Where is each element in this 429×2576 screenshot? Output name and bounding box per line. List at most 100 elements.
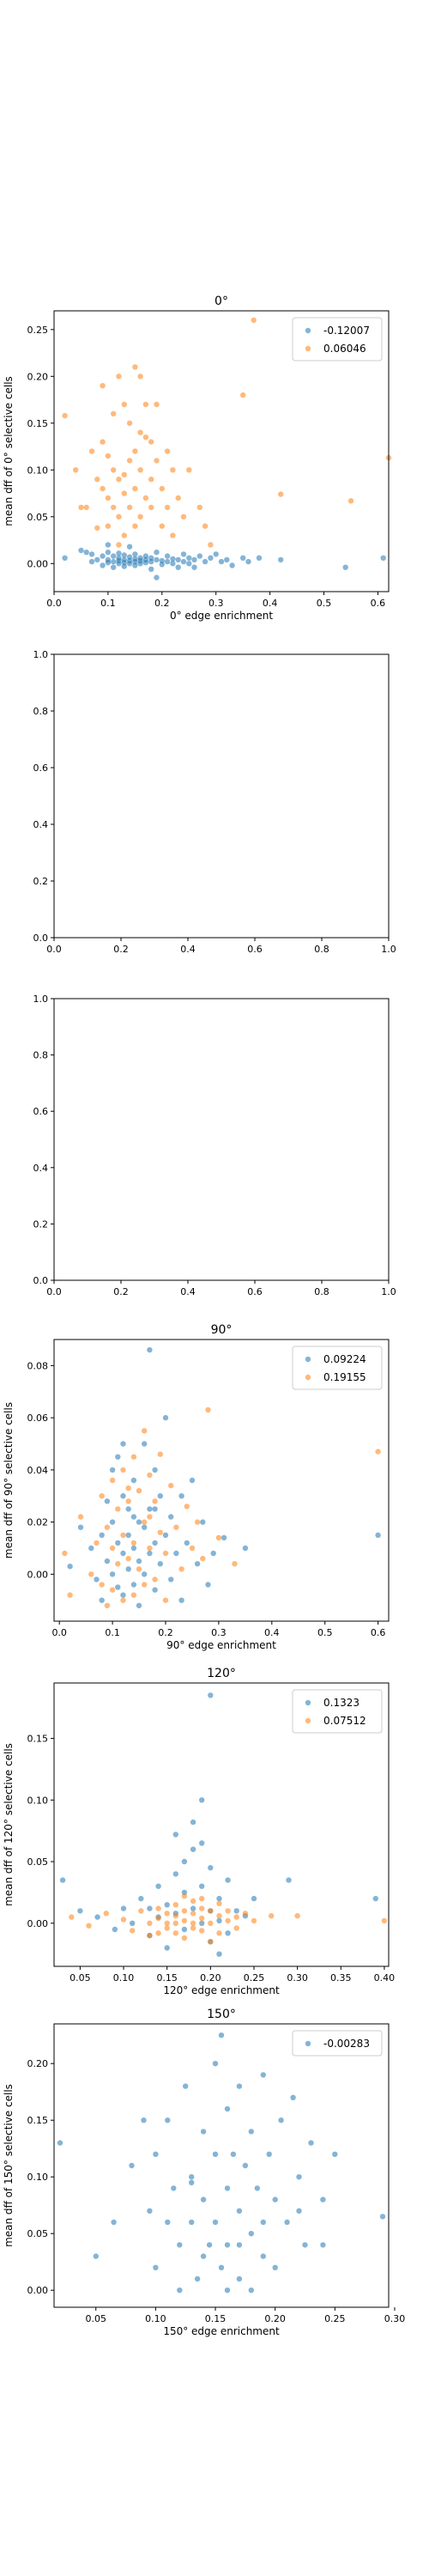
data-point [183,2083,189,2089]
data-point [216,1930,222,1936]
data-point [105,550,112,556]
data-point [296,2208,302,2214]
data-point [200,2253,207,2259]
data-point [224,2185,231,2191]
data-point [199,1797,205,1803]
y-tick-label: 0.4 [33,819,49,830]
data-point [147,1472,153,1479]
data-point [152,1467,158,1473]
chart-panel-3: 0.0 0.1 0.2 0.3 0.4 0.5 0.6 0.00 0.02 0.04 0.06 0.0… [3,1323,390,1651]
data-point [308,2140,314,2146]
x-tick-label: 0.1 [100,598,116,609]
x-tick-label: 0.6 [371,1627,386,1638]
data-point [152,1540,158,1546]
chart-panel-2: 0.0 0.2 0.4 0.6 0.8 1.0 0.0 0.2 0.4 0.6 0.8 1.0 [33,993,396,1297]
data-point [137,513,143,519]
data-point [147,1932,153,1939]
data-point [208,1920,214,1926]
data-point [190,1846,196,1852]
data-point [233,1925,239,1931]
data-point [130,1545,137,1552]
data-point [121,401,127,408]
data-point [181,1926,188,1933]
x-tick-label: 0.35 [330,1972,352,1984]
data-point [248,2287,254,2293]
data-point [175,556,181,563]
data-point [178,1566,184,1572]
data-point [170,467,176,473]
y-tick-label: 0.05 [27,1856,49,1868]
x-tick-label: 0.10 [145,2313,166,2324]
legend-frame [292,317,383,361]
data-point [269,1913,275,1919]
data-point [159,562,165,568]
data-point [130,1540,137,1546]
data-point [208,555,214,561]
data-point [272,2196,278,2202]
x-tick-label: 0.4 [263,598,278,609]
y-tick-label: 0.4 [33,1163,49,1174]
data-point [109,1587,116,1593]
data-point [147,1920,153,1926]
data-point [125,1566,131,1572]
data-point [294,1913,300,1919]
data-point [159,485,165,492]
data-point [86,1923,92,1929]
data-point [116,374,122,380]
data-point [157,1451,163,1457]
data-point [164,1925,170,1931]
data-point [164,1911,170,1917]
data-point [186,561,192,567]
data-point [208,1692,214,1698]
data-point [175,495,181,501]
series-4-1 [69,1893,388,1945]
data-point [104,1524,111,1530]
data-point [62,412,68,419]
x-tick-label: 0.25 [244,1972,265,1984]
data-point [142,1519,148,1525]
legend-label: 0.19155 [323,1371,366,1383]
data-point [225,1930,231,1936]
data-point [186,555,192,561]
data-point [125,1498,131,1504]
data-point [159,557,165,564]
data-point [196,504,202,511]
legend-marker [305,1717,311,1724]
data-point [171,2185,177,2191]
data-point [137,467,143,473]
data-point [120,1467,126,1473]
x-tick-label: 0.3 [211,1627,227,1638]
data-point [205,1406,211,1413]
chart-title: 120° [207,1667,236,1680]
x-tick-label: 0.8 [314,1286,329,1297]
data-point [111,504,117,511]
data-point [152,1587,158,1593]
chart-panel-1: 0.0 0.2 0.4 0.6 0.8 1.0 0.0 0.2 0.4 0.6 0.8 1.0 [33,649,396,955]
data-point [109,1571,116,1577]
data-point [115,1506,121,1512]
x-tick-label: 0.15 [205,2313,227,2324]
legend: 0.1323 0.07512 [292,1689,383,1734]
y-tick-label: 1.0 [33,993,49,1005]
data-point [172,1902,178,1908]
data-point [266,2151,272,2157]
x-axis-label: 90° edge enrichment [166,1639,276,1651]
data-point [218,2032,225,2038]
data-point [232,1561,238,1567]
data-point [121,560,127,566]
data-point [142,495,149,501]
data-point [67,1592,73,1598]
data-point [184,1504,190,1510]
data-point [199,1915,205,1922]
chart-title: 0° [214,295,228,308]
data-point [136,1519,142,1525]
data-point [162,1532,169,1539]
data-point [125,1485,131,1492]
data-point [208,1939,214,1945]
data-point [210,1550,216,1557]
data-point [236,2208,243,2214]
x-axis-label: 150° edge enrichment [163,2325,280,2337]
data-point [200,2196,207,2202]
y-tick-label: 0.2 [33,1218,49,1230]
